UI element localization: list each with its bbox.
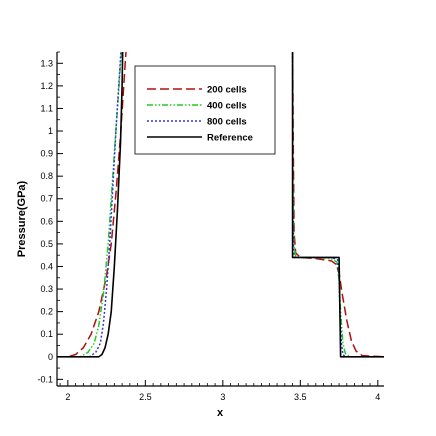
legend-label: Reference xyxy=(207,133,253,144)
y-tick-label: 0.5 xyxy=(40,239,53,249)
y-tick-label: 0 xyxy=(48,352,53,362)
legend-label: 800 cells xyxy=(207,117,247,128)
legend: 200 cells 400 cells 800 cells Reference xyxy=(134,65,276,155)
series-layer xyxy=(57,52,384,358)
x-axis-label: x xyxy=(217,407,224,419)
y-axis-label: Pressure(GPa) xyxy=(16,180,28,257)
series-line-3 xyxy=(57,52,384,358)
y-tick-label: 1 xyxy=(48,126,53,136)
legend-label: 200 cells xyxy=(207,85,247,96)
y-tick-label: 0.2 xyxy=(40,307,53,317)
y-tick-label: -0.1 xyxy=(37,374,53,384)
x-tick-label: 3 xyxy=(220,392,225,402)
y-tick-label: 0.7 xyxy=(40,194,53,204)
series-line-0 xyxy=(57,52,384,358)
y-tick-label: 1.1 xyxy=(40,103,53,113)
x-tick-label: 4 xyxy=(375,392,380,402)
axes-layer: 2 2.5 3 3.5 4 -0.1 0 0.1 0.2 0.3 0.4 0.5 0.6 0.7 0.8 0.… xyxy=(37,51,384,402)
y-tick-label: 0.8 xyxy=(40,171,53,181)
y-tick-label: 0.1 xyxy=(40,329,53,339)
y-tick-label: 1.2 xyxy=(40,81,53,91)
x-tick-label: 3.5 xyxy=(294,392,307,402)
y-tick-label: 0.6 xyxy=(40,216,53,226)
legend-label: 400 cells xyxy=(207,101,247,112)
series-line-1 xyxy=(57,52,384,358)
legend-box xyxy=(134,65,276,155)
y-tick-label: 0.3 xyxy=(40,284,53,294)
x-tick-label: 2.5 xyxy=(139,392,152,402)
y-tick-label: 0.9 xyxy=(40,149,53,159)
y-tick-label: 1.3 xyxy=(40,58,53,68)
y-tick-label: 0.4 xyxy=(40,261,53,271)
x-tick-label: 2 xyxy=(65,392,70,402)
series-line-2 xyxy=(57,52,384,358)
